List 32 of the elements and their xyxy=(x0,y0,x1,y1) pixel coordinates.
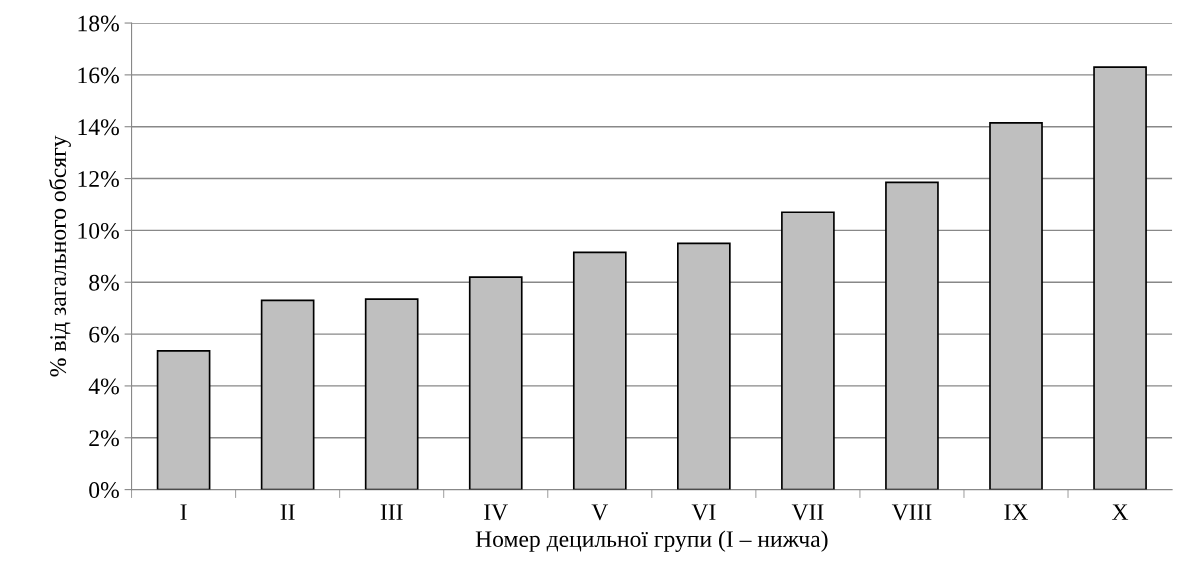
y-tick-label: 12% xyxy=(78,171,119,188)
bar xyxy=(468,276,523,490)
x-tick-label: IX xyxy=(1004,504,1029,520)
bar xyxy=(989,121,1043,490)
x-tick-label: III xyxy=(380,504,403,520)
y-tick-label: 14% xyxy=(78,119,119,136)
y-tick-label: 10% xyxy=(78,222,119,239)
y-tick-label: 4% xyxy=(88,378,119,395)
x-tick-label: V xyxy=(591,504,609,521)
bar xyxy=(781,211,835,490)
x-tick-label: I xyxy=(180,504,187,520)
bar xyxy=(260,299,315,490)
bar xyxy=(156,350,211,490)
y-tick-label: 0% xyxy=(89,482,119,499)
x-tick-label: VI xyxy=(691,504,716,521)
y-tick-label: 8% xyxy=(89,274,119,291)
bar xyxy=(885,181,939,490)
bar xyxy=(364,298,419,490)
x-tick-label: IV xyxy=(484,504,508,521)
y-tick-label: 16% xyxy=(78,67,119,84)
y-axis-title: % від загального обсягу xyxy=(48,135,71,377)
x-axis-title: Номер децильної групи (I – нижча) xyxy=(475,530,828,552)
y-tick-label: 6% xyxy=(89,326,119,343)
x-tick-label: VII xyxy=(791,504,824,521)
bar xyxy=(572,251,627,490)
y-tick-label: 18% xyxy=(78,15,119,32)
x-tick-label: II xyxy=(280,504,295,520)
y-tick-label: 2% xyxy=(89,430,119,447)
bar xyxy=(1093,66,1147,490)
x-tick-label: X xyxy=(1112,504,1129,520)
x-tick-label: VIII xyxy=(891,504,932,521)
bar xyxy=(676,242,731,490)
